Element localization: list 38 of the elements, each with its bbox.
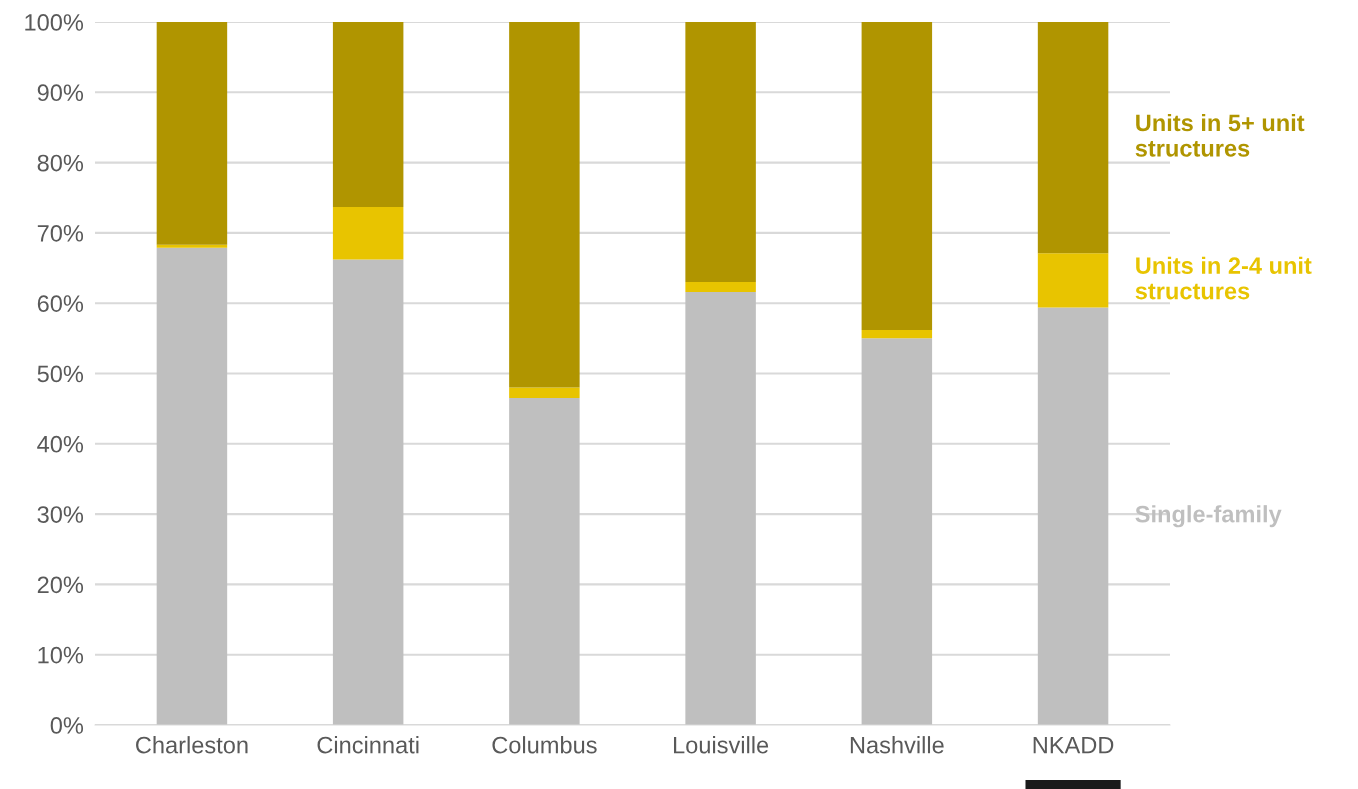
bar <box>861 22 933 330</box>
bar <box>1037 22 1109 254</box>
bar <box>1037 307 1109 725</box>
x-tick-label: Nashville <box>850 736 944 754</box>
y-tick-label: 20% <box>37 576 84 594</box>
x-tick-label: Cincinnati <box>317 736 419 754</box>
bar <box>156 22 228 245</box>
y-tick-label: 90% <box>37 84 84 102</box>
bar <box>156 244 228 248</box>
series-label: Single-family <box>1135 505 1282 528</box>
y-tick-label: 100% <box>25 14 84 31</box>
series-label: Units in 5+ unit structures <box>1135 113 1305 157</box>
y-tick-label: 80% <box>37 154 84 172</box>
bar <box>685 291 756 725</box>
y-tick-label: 70% <box>37 224 84 242</box>
bar <box>156 247 228 725</box>
bar <box>332 259 404 725</box>
y-tick-label: 30% <box>37 506 84 523</box>
bar <box>332 206 404 260</box>
y-tick-label: 60% <box>37 295 84 312</box>
bar <box>685 282 756 292</box>
x-tick-label: Louisville <box>673 736 769 754</box>
bar <box>861 338 933 725</box>
y-tick-label: 0% <box>50 717 84 734</box>
bar <box>861 329 933 339</box>
x-tick-label: Columbus <box>492 736 597 754</box>
x-tick-label: NKADD <box>1033 736 1114 754</box>
bar <box>1037 253 1109 308</box>
bar <box>685 22 756 283</box>
bar <box>332 22 404 207</box>
series-label: Units in 2-4 unit structures <box>1135 256 1312 300</box>
bar <box>509 398 580 725</box>
y-tick-label: 50% <box>37 365 84 383</box>
bar <box>509 22 580 388</box>
y-tick-label: 40% <box>37 435 84 453</box>
y-tick-label: 10% <box>38 646 84 664</box>
x-tick-label: Charleston <box>136 736 248 754</box>
bar <box>509 387 580 399</box>
